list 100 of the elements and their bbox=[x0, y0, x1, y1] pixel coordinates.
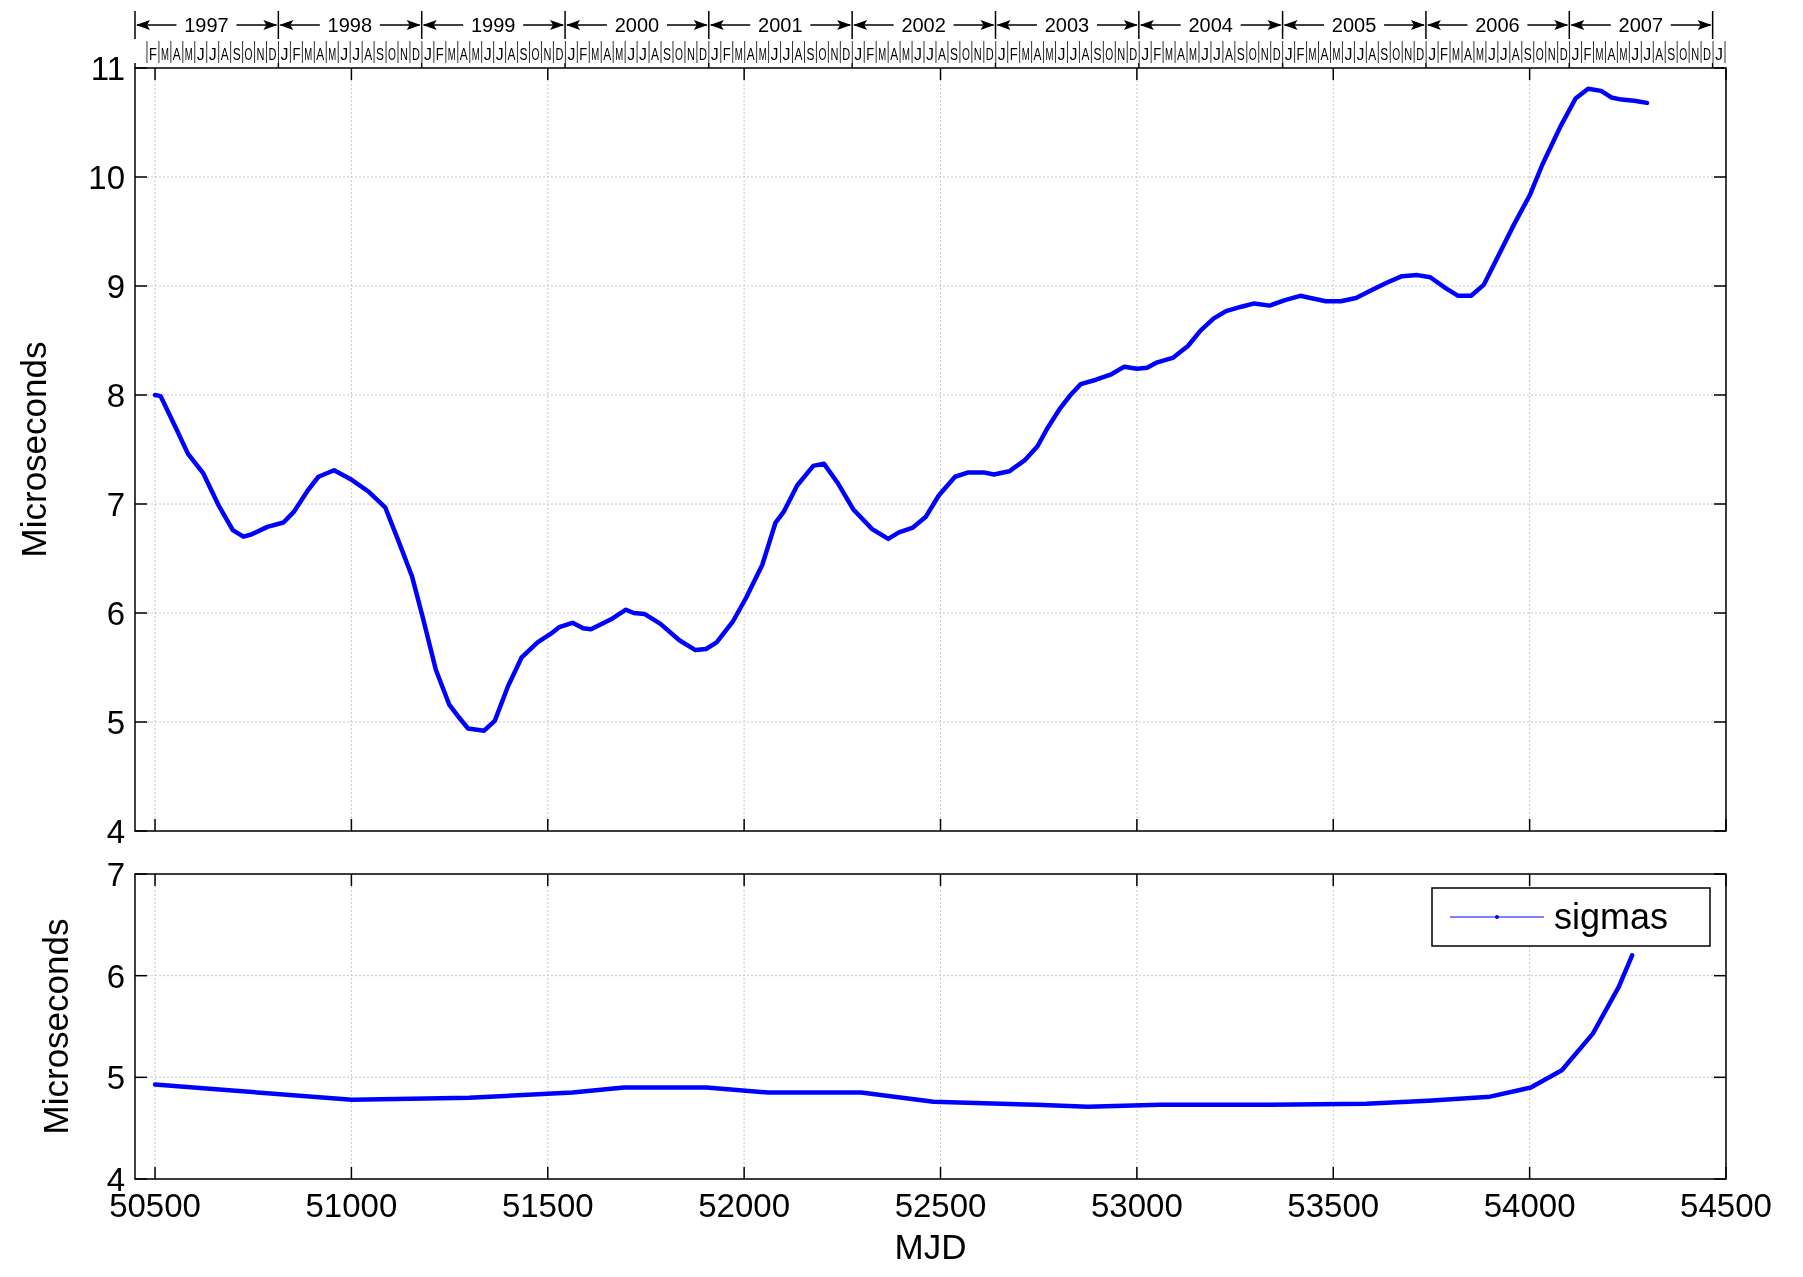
y-tick-label: 6 bbox=[106, 957, 125, 995]
y-tick-label: 8 bbox=[106, 377, 125, 414]
category-label: F bbox=[148, 45, 160, 64]
category-label: F bbox=[579, 45, 590, 64]
x-axis-title: MJD bbox=[894, 1227, 967, 1266]
y-tick-label: 4 bbox=[106, 813, 125, 850]
x2-tick-label: 2000 bbox=[614, 14, 660, 36]
category-label: O bbox=[1392, 45, 1406, 64]
category-label: D bbox=[555, 45, 568, 64]
category-label: S bbox=[1523, 45, 1536, 64]
line-series bbox=[152, 86, 1650, 733]
x2-tick-label: 1998 bbox=[327, 14, 373, 36]
category-label: J bbox=[1631, 45, 1640, 64]
y-tick-label: 7 bbox=[106, 856, 125, 893]
category-label: O bbox=[531, 45, 545, 64]
category-label: O bbox=[674, 45, 689, 64]
category-label: D bbox=[1129, 45, 1142, 64]
category-label: S bbox=[663, 45, 675, 64]
x2-tick-label: 1997 bbox=[184, 14, 229, 36]
category-label: F bbox=[435, 45, 447, 64]
category-label: D bbox=[698, 45, 712, 64]
category-label: N bbox=[256, 45, 269, 64]
category-label: F bbox=[1583, 45, 1594, 64]
category-label: J bbox=[1141, 45, 1150, 64]
category-label: A bbox=[746, 45, 759, 64]
category-label: S bbox=[1236, 45, 1249, 64]
category-label: J bbox=[1069, 45, 1078, 64]
category-label: N bbox=[543, 45, 556, 64]
category-label: J bbox=[1212, 45, 1222, 64]
category-label: O bbox=[1105, 45, 1119, 64]
category-label: J bbox=[1715, 45, 1724, 64]
category-label: S bbox=[376, 45, 388, 64]
category-label: A bbox=[1655, 45, 1667, 64]
category-label: N bbox=[973, 45, 987, 64]
category-label: J bbox=[567, 45, 576, 64]
category-label: A bbox=[937, 45, 950, 64]
category-label: A bbox=[220, 45, 233, 64]
category-label: N bbox=[1117, 45, 1130, 64]
category-label: A bbox=[794, 45, 806, 64]
x2-tick-label: 2007 bbox=[1618, 14, 1664, 36]
category-label: S bbox=[1667, 45, 1679, 64]
x2-tick-label: 2002 bbox=[901, 14, 946, 36]
y-tick-label: 5 bbox=[106, 1059, 125, 1097]
category-label: J bbox=[1344, 45, 1353, 64]
category-label: J bbox=[710, 45, 720, 64]
category-label: F bbox=[722, 45, 734, 64]
category-label: J bbox=[1284, 45, 1294, 64]
category-label: J bbox=[196, 45, 206, 64]
category-label: J bbox=[627, 45, 636, 64]
x-tick-label: 51000 bbox=[305, 1187, 398, 1224]
category-label: J bbox=[352, 45, 361, 64]
category-label: D bbox=[411, 45, 425, 64]
x-tick-label: 54000 bbox=[1483, 1187, 1576, 1224]
category-label: A bbox=[459, 45, 472, 64]
category-label: J bbox=[1499, 45, 1509, 64]
category-label: A bbox=[1511, 45, 1524, 64]
category-label: N bbox=[1404, 45, 1417, 64]
category-label: S bbox=[806, 45, 818, 64]
category-label: J bbox=[340, 45, 349, 64]
category-label: J bbox=[483, 45, 493, 64]
category-label: J bbox=[208, 45, 218, 64]
category-label: A bbox=[364, 45, 376, 64]
category-label: A bbox=[1224, 45, 1237, 64]
y-tick-label: 5 bbox=[106, 704, 125, 741]
category-label: J bbox=[1356, 45, 1365, 64]
category-label: D bbox=[1703, 45, 1716, 64]
x-tick-label: 52500 bbox=[894, 1187, 987, 1224]
category-label: F bbox=[866, 45, 877, 64]
category-label: D bbox=[268, 45, 281, 64]
x2-tick-label: 2006 bbox=[1475, 14, 1520, 36]
category-label: O bbox=[1535, 45, 1549, 64]
category-label: D bbox=[842, 45, 855, 64]
category-label: F bbox=[292, 45, 303, 64]
category-label: J bbox=[854, 45, 863, 64]
y-tick-label: 11 bbox=[90, 50, 125, 87]
category-label: O bbox=[244, 45, 258, 64]
category-label: J bbox=[782, 45, 792, 64]
category-label: O bbox=[388, 45, 402, 64]
category-label: F bbox=[1153, 45, 1164, 64]
category-label: D bbox=[1416, 45, 1429, 64]
x2-tick-label: 2003 bbox=[1044, 14, 1090, 36]
x2-tick-label: 2005 bbox=[1331, 14, 1377, 36]
category-label: J bbox=[926, 45, 935, 64]
category-label: A bbox=[651, 45, 663, 64]
category-label: N bbox=[1547, 45, 1560, 64]
category-label: J bbox=[423, 45, 433, 64]
y-tick-label: 10 bbox=[88, 159, 125, 196]
x2-tick-label: 1999 bbox=[470, 14, 516, 36]
y-axis-title: Microseconds bbox=[36, 918, 75, 1135]
category-label: N bbox=[400, 45, 413, 64]
x-tick-label: 53500 bbox=[1287, 1187, 1380, 1224]
y-tick-label: 6 bbox=[106, 595, 125, 632]
category-label: J bbox=[495, 45, 505, 64]
x-tick-label: 51500 bbox=[501, 1187, 594, 1224]
x-tick-label: 54500 bbox=[1680, 1187, 1772, 1224]
category-label: J bbox=[280, 45, 289, 64]
category-label: J bbox=[639, 45, 648, 64]
category-label: N bbox=[1691, 45, 1704, 64]
category-label: A bbox=[1368, 45, 1380, 64]
legend-label: sigmas bbox=[1554, 896, 1669, 937]
